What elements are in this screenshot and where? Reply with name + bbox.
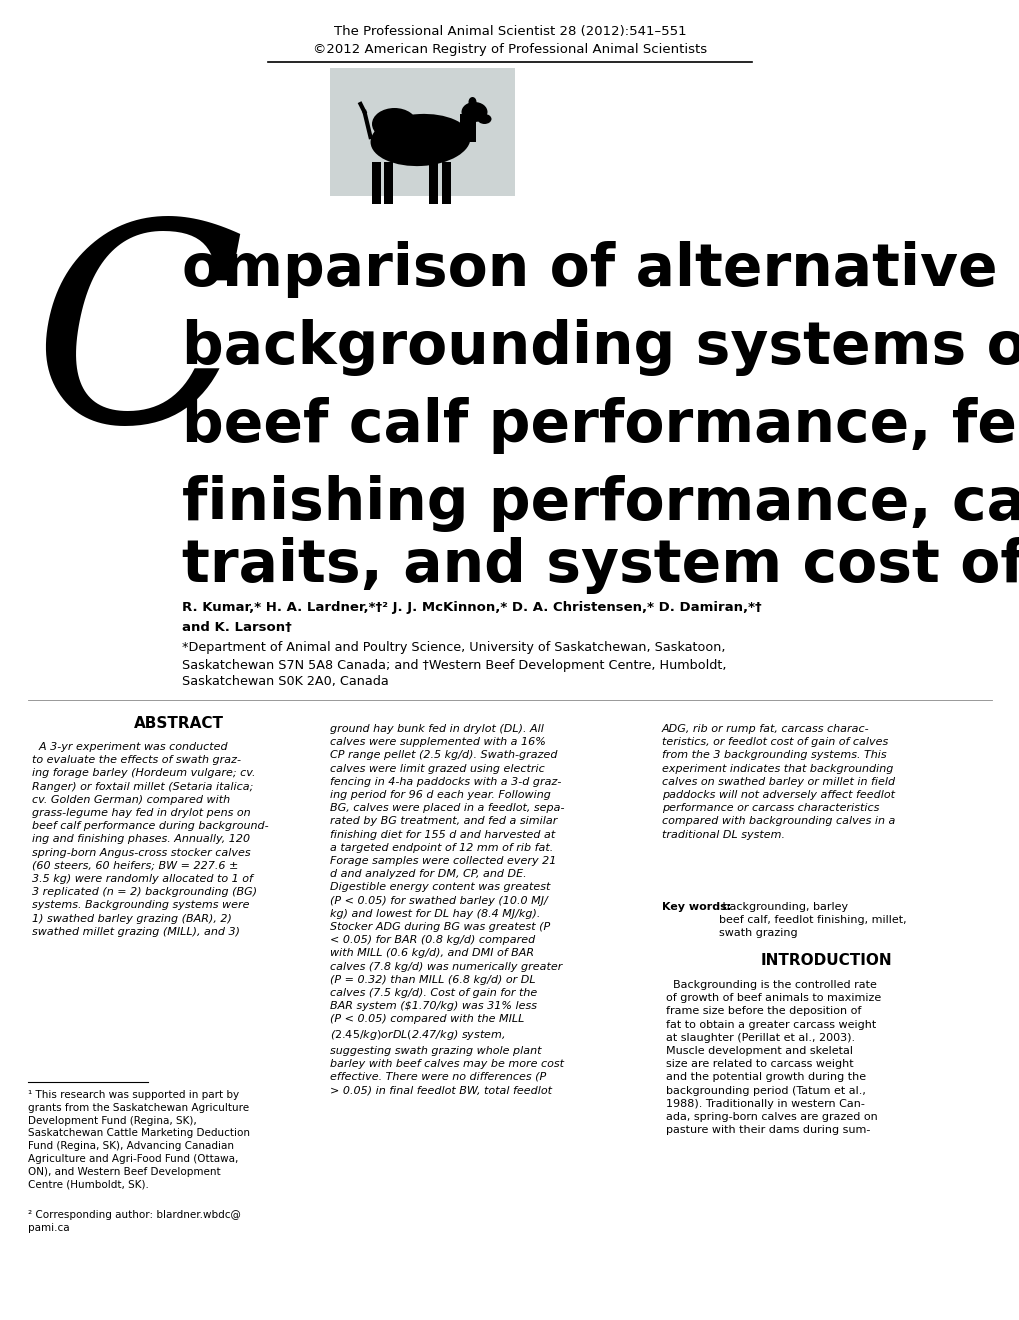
Bar [442,162,451,205]
Ellipse shape [461,102,487,121]
Bar [330,69,515,195]
Text: *Department of Animal and Poultry Science, University of Saskatchewan, Saskatoon: *Department of Animal and Poultry Scienc… [181,642,725,655]
Text: Backgrounding is the controlled rate
of growth of beef animals to maximize
frame: Backgrounding is the controlled rate of … [665,979,880,1135]
Text: ¹ This research was supported in part by
grants from the Saskatchewan Agricultur: ¹ This research was supported in part by… [28,1090,250,1189]
Ellipse shape [372,108,417,140]
Text: backgrounding systems on: backgrounding systems on [181,319,1019,376]
Text: ©2012 American Registry of Professional Animal Scientists: ©2012 American Registry of Professional … [313,44,706,57]
Text: ADG, rib or rump fat, carcass charac-
teristics, or feedlot cost of gain of calv: ADG, rib or rump fat, carcass charac- te… [661,723,895,840]
Text: omparison of alternative: omparison of alternative [181,242,997,298]
Text: ground hay bunk fed in drylot (DL). All
calves were supplemented with a 16%
CP r: ground hay bunk fed in drylot (DL). All … [330,723,564,1096]
Ellipse shape [370,114,470,166]
Text: C: C [32,210,244,479]
Text: Saskatchewan S7N 5A8 Canada; and †Western Beef Development Centre, Humboldt,: Saskatchewan S7N 5A8 Canada; and †Wester… [181,659,726,672]
FancyBboxPatch shape [460,114,476,143]
Text: INTRODUCTION: INTRODUCTION [759,953,891,968]
Text: beef calf performance, feedlot: beef calf performance, feedlot [181,397,1019,454]
Text: Saskatchewan S0K 2A0, Canada: Saskatchewan S0K 2A0, Canada [181,676,388,689]
Text: R. Kumar,* H. A. Lardner,*†² J. J. McKinnon,* D. A. Christensen,* D. Damiran,*†: R. Kumar,* H. A. Lardner,*†² J. J. McKin… [181,602,761,615]
Text: A 3-yr experiment was conducted
to evaluate the effects of swath graz-
ing forag: A 3-yr experiment was conducted to evalu… [32,742,268,937]
Ellipse shape [477,114,491,124]
Ellipse shape [468,96,476,107]
Text: ABSTRACT: ABSTRACT [133,717,224,731]
Text: The Professional Animal Scientist 28 (2012):541–551: The Professional Animal Scientist 28 (20… [333,25,686,38]
Bar [429,162,438,205]
Text: finishing performance, carcass: finishing performance, carcass [181,475,1019,532]
Text: Key words:: Key words: [661,902,731,912]
Text: backgrounding, barley
beef calf, feedlot finishing, millet,
swath grazing: backgrounding, barley beef calf, feedlot… [718,902,906,939]
Bar [384,162,393,205]
Bar [372,162,381,205]
Text: traits, and system cost of gain¹: traits, and system cost of gain¹ [181,536,1019,594]
Text: ² Corresponding author: blardner.wbdc@
pami.ca: ² Corresponding author: blardner.wbdc@ p… [28,1210,240,1233]
Text: and K. Larson†: and K. Larson† [181,622,291,635]
